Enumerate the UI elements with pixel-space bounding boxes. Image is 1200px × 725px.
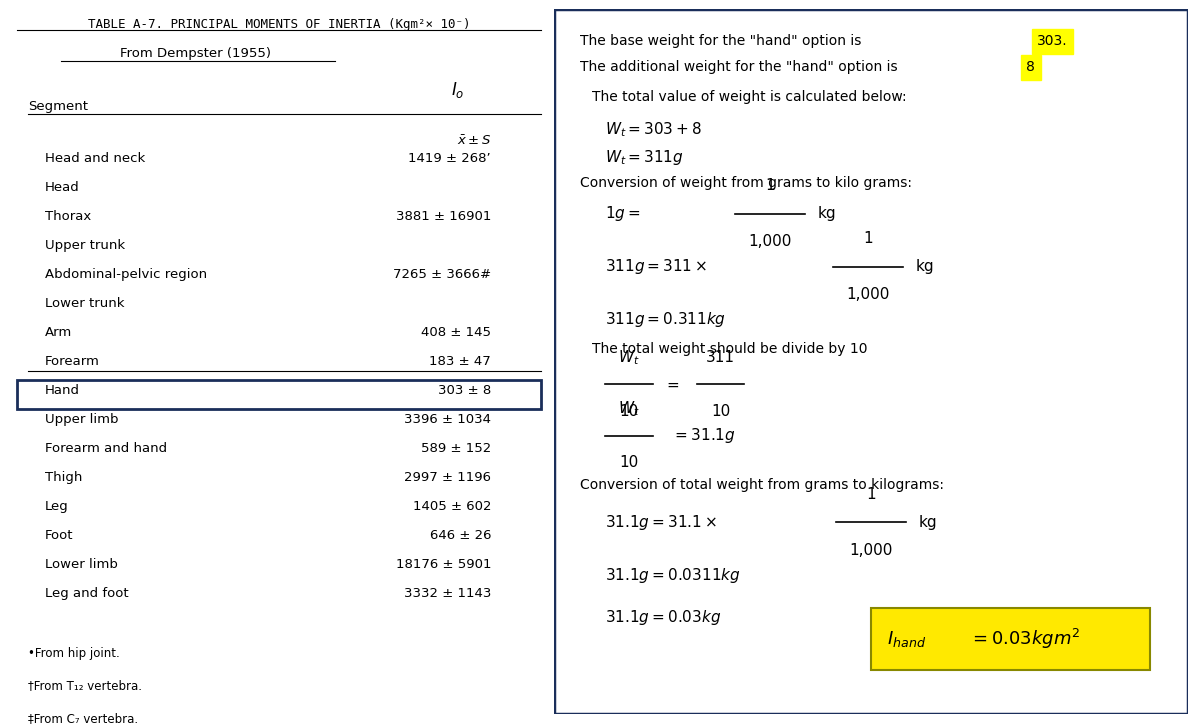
Text: $W_t$: $W_t$ <box>618 348 640 367</box>
Text: $311g = 311 \times$: $311g = 311 \times$ <box>605 257 707 276</box>
Text: $1g =$: $1g =$ <box>605 204 641 223</box>
Text: Arm: Arm <box>44 326 72 339</box>
Text: $31.1g = 31.1 \times$: $31.1g = 31.1 \times$ <box>605 513 718 532</box>
Text: Forearm and hand: Forearm and hand <box>44 442 167 455</box>
Text: 3396 ± 1034: 3396 ± 1034 <box>404 413 491 426</box>
Text: 8: 8 <box>1026 60 1036 74</box>
Text: kg: kg <box>916 259 934 274</box>
FancyBboxPatch shape <box>871 608 1150 671</box>
Text: 183 ± 47: 183 ± 47 <box>430 355 491 368</box>
Text: $\bar{x} \pm S$: $\bar{x} \pm S$ <box>457 134 491 148</box>
Text: •From hip joint.: •From hip joint. <box>28 647 120 660</box>
Text: Segment: Segment <box>28 100 88 113</box>
Text: $W_t$: $W_t$ <box>618 399 640 418</box>
Text: Forearm: Forearm <box>44 355 100 368</box>
Text: Foot: Foot <box>44 529 73 542</box>
Text: 2997 ± 1196: 2997 ± 1196 <box>404 471 491 484</box>
Text: 1,000: 1,000 <box>748 234 792 249</box>
Text: Leg: Leg <box>44 500 68 513</box>
Text: 589 ± 152: 589 ± 152 <box>421 442 491 455</box>
Text: kg: kg <box>919 515 937 530</box>
Text: 18176 ± 5901: 18176 ± 5901 <box>396 558 491 571</box>
Text: $311g = 0.311kg$: $311g = 0.311kg$ <box>605 310 726 329</box>
Text: Leg and foot: Leg and foot <box>44 587 128 600</box>
Text: $= 31.1g$: $= 31.1g$ <box>672 426 736 445</box>
Text: 1: 1 <box>766 178 775 193</box>
Text: $= 0.03kgm^2$: $= 0.03kgm^2$ <box>970 627 1080 652</box>
Text: 1,000: 1,000 <box>846 287 889 302</box>
Text: 1,000: 1,000 <box>850 543 893 558</box>
Text: 3332 ± 1143: 3332 ± 1143 <box>403 587 491 600</box>
Text: The total value of weight is calculated below:: The total value of weight is calculated … <box>593 91 907 104</box>
Text: 303.: 303. <box>1037 34 1068 48</box>
Text: 10: 10 <box>619 404 638 418</box>
Text: ‡From C₇ vertebra.: ‡From C₇ vertebra. <box>28 712 138 725</box>
Text: Upper limb: Upper limb <box>44 413 118 426</box>
Text: 1405 ± 602: 1405 ± 602 <box>413 500 491 513</box>
Text: $=$: $=$ <box>664 377 679 392</box>
Text: 10: 10 <box>619 455 638 470</box>
Text: 311: 311 <box>707 350 736 365</box>
Text: Hand: Hand <box>44 384 79 397</box>
Text: Head and neck: Head and neck <box>44 152 145 165</box>
Text: Thigh: Thigh <box>44 471 82 484</box>
Text: Conversion of total weight from grams to kilograms:: Conversion of total weight from grams to… <box>580 478 943 492</box>
Text: 3881 ± 16901: 3881 ± 16901 <box>396 210 491 223</box>
Text: $W_t = 303 + 8$: $W_t = 303 + 8$ <box>605 120 702 138</box>
Text: $\mathit{I}_o$: $\mathit{I}_o$ <box>451 80 464 100</box>
Text: $I_{hand}$: $I_{hand}$ <box>887 629 926 650</box>
Text: Conversion of weight from grams to kilo grams:: Conversion of weight from grams to kilo … <box>580 176 912 191</box>
Text: Lower limb: Lower limb <box>44 558 118 571</box>
Text: 7265 ± 3666#: 7265 ± 3666# <box>392 268 491 281</box>
Text: 1: 1 <box>866 486 876 502</box>
Text: kg: kg <box>817 207 836 221</box>
Text: Abdominal-pelvic region: Abdominal-pelvic region <box>44 268 206 281</box>
Text: Head: Head <box>44 181 79 194</box>
Text: Upper trunk: Upper trunk <box>44 239 125 252</box>
Text: The total weight should be divide by 10: The total weight should be divide by 10 <box>593 342 868 356</box>
Text: 408 ± 145: 408 ± 145 <box>421 326 491 339</box>
Text: 10: 10 <box>712 404 731 418</box>
Text: $31.1g = 0.03kg$: $31.1g = 0.03kg$ <box>605 608 721 627</box>
Text: 1: 1 <box>863 231 872 246</box>
Text: The base weight for the "hand" option is: The base weight for the "hand" option is <box>580 34 865 48</box>
Text: The additional weight for the "hand" option is: The additional weight for the "hand" opt… <box>580 60 901 74</box>
FancyBboxPatch shape <box>554 9 1188 714</box>
FancyBboxPatch shape <box>17 380 541 409</box>
Text: TABLE A-7. PRINCIPAL MOMENTS OF INERTIA (Kgm²× 10⁻): TABLE A-7. PRINCIPAL MOMENTS OF INERTIA … <box>88 18 470 31</box>
Text: 303 ± 8: 303 ± 8 <box>438 384 491 397</box>
Text: $W_t = 311g$: $W_t = 311g$ <box>605 148 684 167</box>
Text: 646 ± 26: 646 ± 26 <box>430 529 491 542</box>
Text: From Dempster (1955): From Dempster (1955) <box>120 47 271 60</box>
Text: †From T₁₂ vertebra.: †From T₁₂ vertebra. <box>28 679 142 692</box>
Text: 1419 ± 268’: 1419 ± 268’ <box>408 152 491 165</box>
Text: Thorax: Thorax <box>44 210 91 223</box>
Text: Lower trunk: Lower trunk <box>44 297 124 310</box>
Text: $31.1g = 0.0311kg$: $31.1g = 0.0311kg$ <box>605 566 740 585</box>
